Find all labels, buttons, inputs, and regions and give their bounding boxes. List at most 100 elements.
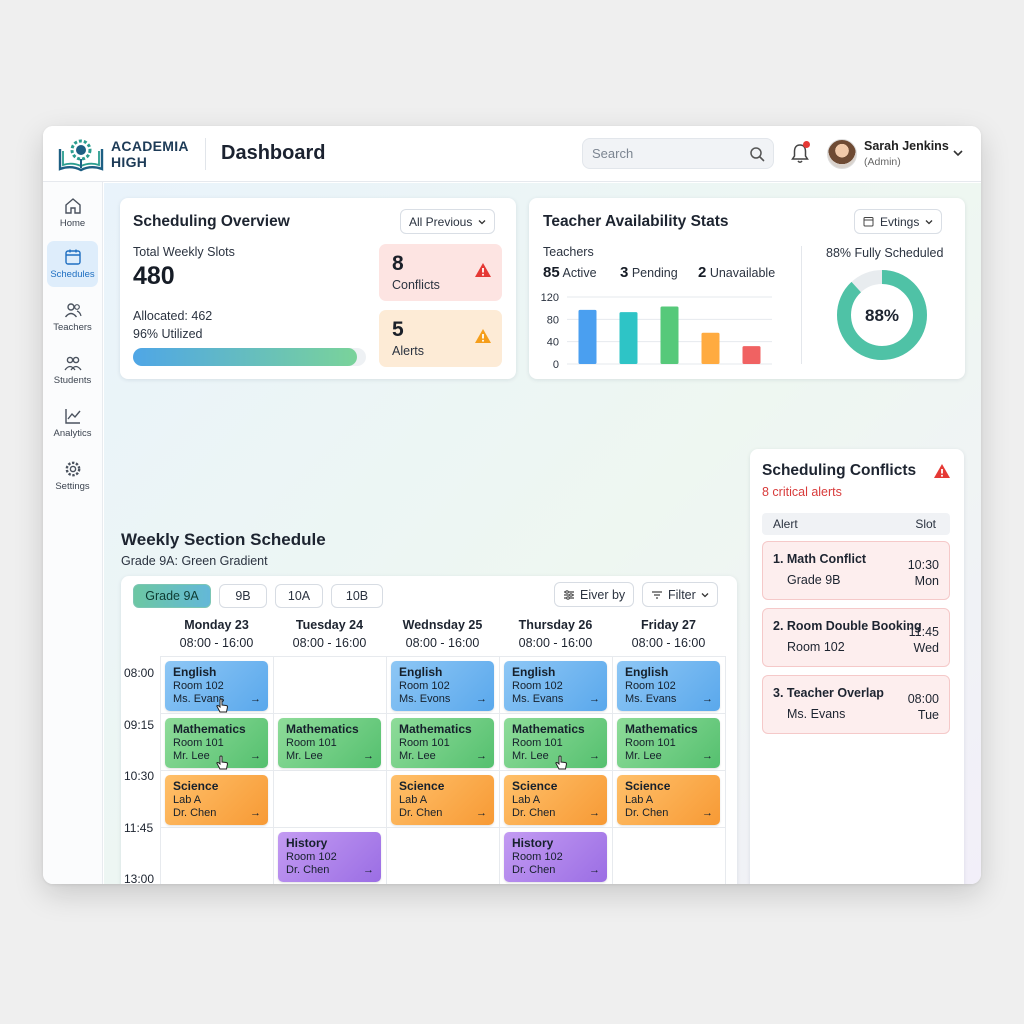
arrow-right-icon[interactable]: →	[250, 806, 261, 819]
filter-label: Filter	[668, 587, 696, 602]
grid-col-line	[725, 656, 726, 884]
class-slot-mathematics[interactable]: Mathematics Room 101 Mr. Lee →	[391, 718, 494, 768]
arrow-right-icon[interactable]: →	[702, 806, 713, 819]
arrow-right-icon[interactable]: →	[476, 692, 487, 705]
slot-subject: Mathematics	[173, 722, 246, 736]
users-icon	[64, 303, 82, 318]
sort-by-button[interactable]: Eiver by	[554, 582, 635, 607]
class-slot-science[interactable]: Science Lab A Dr. Chen →	[504, 775, 607, 825]
class-slot-english[interactable]: English Room 102 Ms. Evans →	[617, 661, 720, 711]
slot-room: Room 101	[399, 736, 450, 749]
arrow-right-icon[interactable]: →	[589, 692, 600, 705]
class-slot-science[interactable]: Science Lab A Dr. Chen →	[165, 775, 268, 825]
class-slot-english[interactable]: English Room 102 Ms. Evons →	[391, 661, 494, 711]
search-box[interactable]	[582, 138, 774, 169]
class-slot-science[interactable]: Science Lab A Dr. Chen →	[391, 775, 494, 825]
class-slot-english[interactable]: English Room 102 Ms. Evans →	[504, 661, 607, 711]
class-slot-mathematics[interactable]: Mathematics Room 101 Mr. Lee →	[278, 718, 381, 768]
slot-room: Room 101	[512, 736, 563, 749]
slot-room: Lab A	[173, 793, 202, 806]
conflicts-stat[interactable]: 8 Conflicts	[379, 244, 502, 301]
arrow-right-icon[interactable]: →	[589, 749, 600, 762]
arrow-right-icon[interactable]: →	[250, 749, 261, 762]
conflict-alert-item[interactable]: 3. Teacher Overlap Ms. Evans 08:00 Tue	[762, 675, 950, 734]
day-hours: 08:00 - 16:00	[179, 636, 254, 650]
class-slot-mathematics[interactable]: Mathematics Room 101 Mr. Lee →	[617, 718, 720, 768]
arrow-right-icon[interactable]: →	[476, 806, 487, 819]
grid-col-line	[273, 656, 274, 884]
schedule-subtitle: Grade 9A: Green Gradient	[121, 554, 268, 568]
search-input[interactable]	[592, 139, 742, 168]
arrow-right-icon[interactable]: →	[476, 749, 487, 762]
day-hours: 08:00 - 16:00	[292, 636, 367, 650]
search-icon[interactable]	[749, 146, 765, 162]
y-tick-label: 40	[547, 337, 559, 349]
warning-orange-icon	[475, 329, 491, 343]
conflicts-label: Conflicts	[392, 278, 440, 292]
user-name[interactable]: Sarah Jenkins	[864, 139, 949, 153]
sidebar-item-analytics[interactable]: Analytics	[47, 400, 98, 446]
arrow-right-icon[interactable]: →	[363, 863, 374, 876]
slot-room: Room 102	[173, 679, 224, 692]
class-slot-english[interactable]: English Room 102 Ms. Evans →	[165, 661, 268, 711]
sidebar-item-label: Schedules	[50, 269, 95, 280]
day-header: Friday 27	[641, 618, 696, 632]
conflict-alert-item[interactable]: 1. Math Conflict Grade 9B 10:30 Mon	[762, 541, 950, 600]
arrow-right-icon[interactable]: →	[589, 863, 600, 876]
slot-teacher: Mr. Lee	[173, 750, 210, 762]
academia-logo-icon	[58, 139, 104, 172]
home-icon	[64, 198, 81, 214]
time-label: 11:45	[124, 820, 154, 835]
slot-teacher: Ms. Evans	[173, 693, 225, 705]
top-header: ACADEMIA HIGH Dashboard Sarah Jenkins (A…	[43, 126, 981, 182]
sidebar-item-schedules[interactable]: Schedules	[47, 241, 98, 287]
notification-badge	[803, 141, 810, 148]
sidebar-item-teachers[interactable]: Teachers	[47, 294, 98, 340]
avatar[interactable]	[827, 139, 857, 169]
conflict-alert-item[interactable]: 2. Room Double Booking Room 102 11:45 Wed	[762, 608, 950, 667]
day-header: Thursday 26	[518, 618, 593, 632]
card-title: Scheduling Conflicts	[762, 462, 917, 479]
sidebar-item-settings[interactable]: Settings	[47, 453, 98, 499]
hand-cursor-icon	[216, 755, 229, 770]
grid-col-line	[612, 656, 613, 884]
class-slot-history[interactable]: History Room 102 Dr. Chen →	[504, 832, 607, 882]
arrow-right-icon[interactable]: →	[702, 692, 713, 705]
donut-arc	[837, 270, 927, 360]
hand-cursor-icon	[555, 755, 568, 770]
app-window: ACADEMIA HIGH Dashboard Sarah Jenkins (A…	[43, 126, 981, 884]
sidebar-item-label: Settings	[55, 481, 90, 492]
warning-red-icon	[475, 263, 491, 277]
alerts-stat[interactable]: 5 Alerts	[379, 310, 502, 367]
slot-room: Room 102	[512, 679, 563, 692]
class-slot-history[interactable]: History Room 102 Dr. Chen →	[278, 832, 381, 882]
tab-grade-10a[interactable]: 10A	[275, 584, 323, 608]
class-slot-mathematics[interactable]: Mathematics Room 101 Mr. Lee →	[165, 718, 268, 768]
slot-teacher: Ms. Evons	[399, 693, 451, 705]
tab-grade-9a[interactable]: Grade 9A	[133, 584, 211, 608]
class-slot-mathematics[interactable]: Mathematics Room 101 Mr. Lee →	[504, 718, 607, 768]
teacher-stats-dropdown[interactable]: Evtings	[854, 209, 943, 234]
filter-button[interactable]: Filter	[642, 582, 718, 607]
arrow-right-icon[interactable]: →	[363, 749, 374, 762]
slot-teacher: Dr. Chen	[286, 864, 330, 876]
arrow-right-icon[interactable]: →	[589, 806, 600, 819]
sidebar-item-home[interactable]: Home	[47, 190, 98, 236]
sidebar-item-label: Analytics	[53, 428, 92, 439]
arrow-right-icon[interactable]: →	[250, 692, 261, 705]
period-dropdown[interactable]: All Previous	[400, 209, 496, 234]
slot-subject: Science	[625, 779, 671, 793]
day-hours: 08:00 - 16:00	[518, 636, 593, 650]
sidebar-item-label: Teachers	[53, 322, 92, 333]
tab-grade-10b[interactable]: 10B	[331, 584, 383, 608]
tab-grade-9b[interactable]: 9B	[219, 584, 267, 608]
y-tick-label: 0	[553, 359, 559, 371]
alert-detail: Room 102	[787, 640, 845, 654]
sidebar-item-students[interactable]: Students	[47, 347, 98, 393]
arrow-right-icon[interactable]: →	[702, 749, 713, 762]
slot-room: Lab A	[625, 793, 654, 806]
chevron-down-icon[interactable]	[953, 149, 963, 157]
class-slot-science[interactable]: Science Lab A Dr. Chen →	[617, 775, 720, 825]
slot-subject: Science	[512, 779, 558, 793]
scheduling-overview-card: Scheduling Overview All Previous Total W…	[120, 198, 516, 379]
